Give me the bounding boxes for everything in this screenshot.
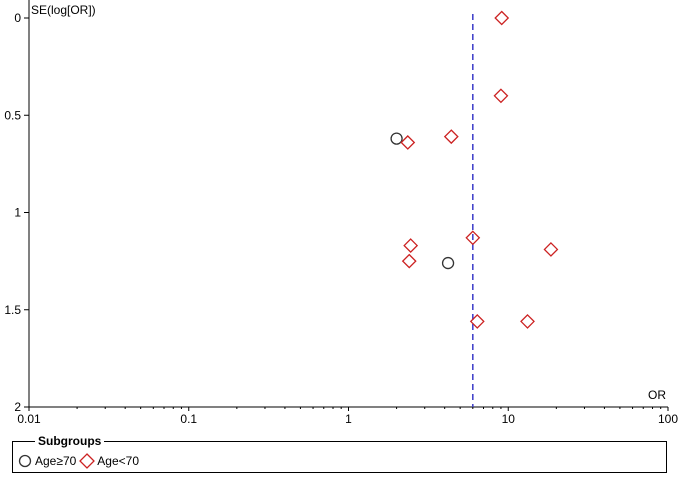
data-point-age-under-70	[494, 10, 510, 26]
data-point-age-under-70	[493, 88, 509, 104]
data-points	[390, 10, 559, 329]
legend-item-age-70-plus: Age≥70	[16, 452, 76, 470]
funnel-plot: 0 0.5 1 1.5 2 0.01 0.1 1 10 100 SE(log[OR]) OR	[4, 0, 678, 426]
legend-title: Subgroups	[35, 433, 105, 449]
legend-label-age-under-70: Age<70	[97, 454, 140, 468]
x-tick-label: 0.1	[180, 412, 197, 426]
legend-items: Age≥70 Age<70	[16, 452, 141, 470]
data-point-age-under-70	[465, 230, 481, 246]
data-point-age-70-plus	[441, 256, 455, 270]
x-tick-label: 1	[345, 412, 352, 426]
circle-marker-icon	[18, 454, 32, 468]
data-point-age-under-70	[469, 314, 485, 329]
y-axis-title: SE(log[OR])	[31, 3, 96, 17]
data-point-age-under-70	[443, 129, 459, 145]
y-tick-label: 0.5	[4, 108, 21, 122]
data-point-age-under-70	[403, 238, 419, 253]
x-tick-label: 100	[658, 412, 678, 426]
y-tick-label: 1.5	[4, 303, 21, 317]
legend-label-age-70-plus: Age≥70	[35, 454, 77, 468]
data-point-age-70-plus	[390, 132, 403, 145]
data-point-age-under-70	[520, 314, 535, 329]
x-ticks: 0.01 0.1 1 10 100	[17, 407, 678, 426]
y-tick-label: 2	[14, 400, 21, 414]
y-tick-label: 0	[14, 11, 21, 25]
legend-item-age-under-70: Age<70	[78, 452, 139, 470]
y-tick-label: 1	[14, 206, 21, 220]
x-tick-label: 10	[502, 412, 516, 426]
x-axis-title: OR	[648, 388, 666, 402]
data-point-age-under-70	[401, 253, 417, 269]
y-ticks: 0 0.5 1 1.5 2	[4, 11, 29, 414]
x-tick-label: 0.01	[17, 412, 41, 426]
legend: Subgroups Age≥70 Age<70	[12, 433, 667, 473]
data-point-age-under-70	[400, 135, 416, 150]
data-point-age-under-70	[543, 242, 559, 257]
diamond-marker-icon	[79, 453, 96, 469]
